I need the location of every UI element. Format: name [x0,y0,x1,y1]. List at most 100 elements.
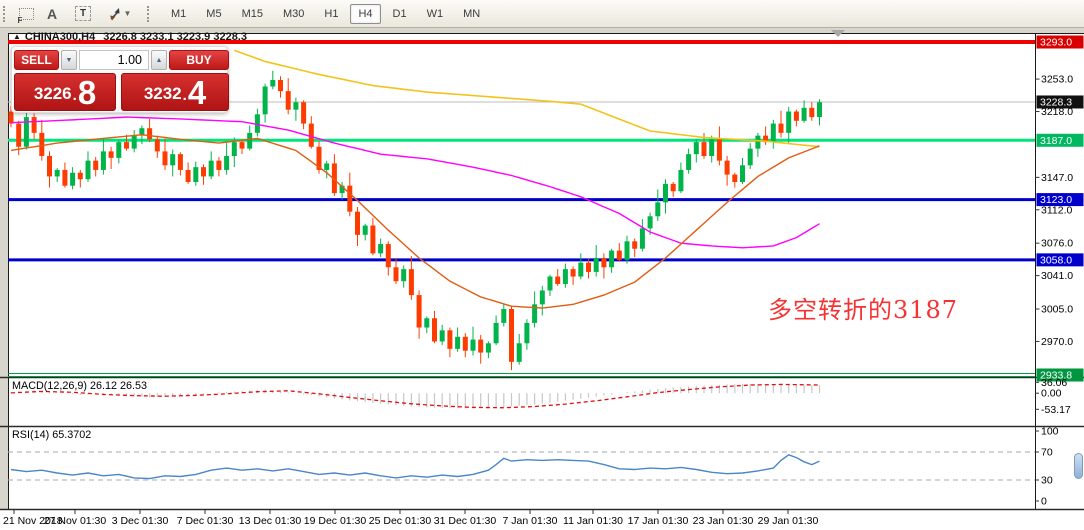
candle-down [385,244,391,268]
timeframe-button-m30[interactable]: M30 [282,7,305,20]
chevron-down-icon[interactable]: ▼ [123,9,132,18]
candle-up [54,169,60,177]
candle-up [100,151,106,170]
candle-up [424,318,430,328]
candle-down [716,139,722,161]
candle-up [678,169,684,192]
candle-up [378,244,384,254]
candle-down [570,269,576,277]
candle-down [62,169,68,186]
candle-up [470,339,476,351]
candle-down [555,276,561,284]
price-highlight-box [1036,368,1084,382]
candle-down [724,160,730,175]
one-click-trade-panel: SELL ▼ ▲ BUY 3226.8 3232.4 [11,46,229,113]
candle-up [647,216,653,229]
time-axis-label: 19 Dec 01:30 [304,515,367,527]
timeframe-button-mn[interactable]: MN [463,7,481,20]
candle-up [532,304,538,323]
trade-panel-quotes: 3226. 8 3232. 4 [14,73,229,111]
sell-price-quote[interactable]: 3226. 8 [14,73,116,111]
text-t-letter: T [75,6,91,21]
candle-down [124,142,129,149]
candle-down [77,172,83,180]
volume-increase-button[interactable]: ▲ [151,50,167,70]
buy-price-quote[interactable]: 3232. 4 [121,73,229,111]
buy-price-dot: . [182,87,187,104]
candle-up [85,160,91,180]
candle-down [447,330,453,349]
candle-up [131,135,137,149]
timeframe-button-h1[interactable]: H1 [324,7,339,20]
candle-down [301,102,307,124]
price-highlight-label: 3058.0 [1040,254,1072,266]
macd-pane [10,383,821,409]
candle-up [501,308,507,323]
price-axis-label: 3112.0 [1041,204,1072,216]
last-bar-marker-icon [831,30,845,37]
buy-price-main: 3232 [143,84,182,103]
buy-price-pip: 4 [187,74,207,111]
volume-decrease-button[interactable]: ▼ [61,50,77,70]
time-axis-label: 27 Nov 01:30 [44,515,107,527]
font-a-letter: A [46,5,58,22]
candle-down [355,211,360,235]
price-axis-label: 3218.0 [1041,106,1073,118]
candle-down [285,91,291,110]
timeframe-button-d1[interactable]: D1 [392,7,407,20]
buy-button[interactable]: BUY [169,50,229,70]
timeframe-group: M1 M5 M15 M30 H1 H4 D1 W1 MN [163,3,488,24]
timeframe-button-m5[interactable]: M5 [206,7,222,20]
candle-up [247,132,253,149]
candle-up [655,202,661,217]
time-axis-label: 7 Dec 01:30 [177,515,234,527]
sell-button[interactable]: SELL [14,50,59,70]
price-axis-label: 3041.0 [1041,270,1073,282]
price-highlight-box [1036,35,1084,49]
rsi-pane [8,451,1035,481]
font-a-icon[interactable]: A [42,4,62,24]
timeframe-button-h4[interactable]: H4 [350,3,381,24]
candle-down [778,123,784,133]
candle-down [616,250,622,260]
volume-input[interactable] [79,50,149,70]
candle-up [686,154,692,170]
candle-up [170,154,176,166]
candle-down [809,107,815,118]
toolbar-drag-handle[interactable] [147,5,151,22]
time-axis-label: 25 Dec 01:30 [369,515,432,527]
candle-down [93,160,99,170]
candle-down [216,160,222,170]
time-axis-label: 13 Dec 01:30 [239,515,302,527]
scrollbar-thumb[interactable] [1074,453,1083,479]
timeframe-button-m1[interactable]: M1 [171,7,187,20]
arrow-objects-icon[interactable]: ▼ [104,4,134,24]
candle-down [408,269,414,296]
candle-down [239,142,245,149]
macd-scale-label: 36.06 [1041,377,1067,389]
candle-up [23,117,29,147]
candle-up [578,262,584,277]
price-highlight-label: 3228.3 [1040,96,1072,108]
price-level-lines [8,40,1035,377]
candle-up [208,160,214,177]
candle-down [177,154,183,170]
template-f-icon[interactable]: F [16,4,36,25]
price-highlight-box [1036,133,1084,147]
candle-up [709,139,715,157]
time-axis-label: 7 Jan 01:30 [503,515,558,527]
timeframe-button-m15[interactable]: M15 [241,7,263,20]
candle-down [316,146,322,170]
timeframe-button-w1[interactable]: W1 [426,7,444,20]
macd-scale-label: 0.00 [1041,388,1062,400]
symbol-period-label: CHINA300,H4 [24,31,96,43]
text-label-icon[interactable]: T [73,4,93,24]
price-axis-label: 3076.0 [1041,238,1073,250]
candle-down [201,167,206,177]
macd-label: MACD(12,26,9) 26.12 26.53 [12,380,148,392]
candle-up [362,225,368,235]
candle-up [139,128,145,136]
toolbar-drag-handle[interactable] [3,5,7,22]
